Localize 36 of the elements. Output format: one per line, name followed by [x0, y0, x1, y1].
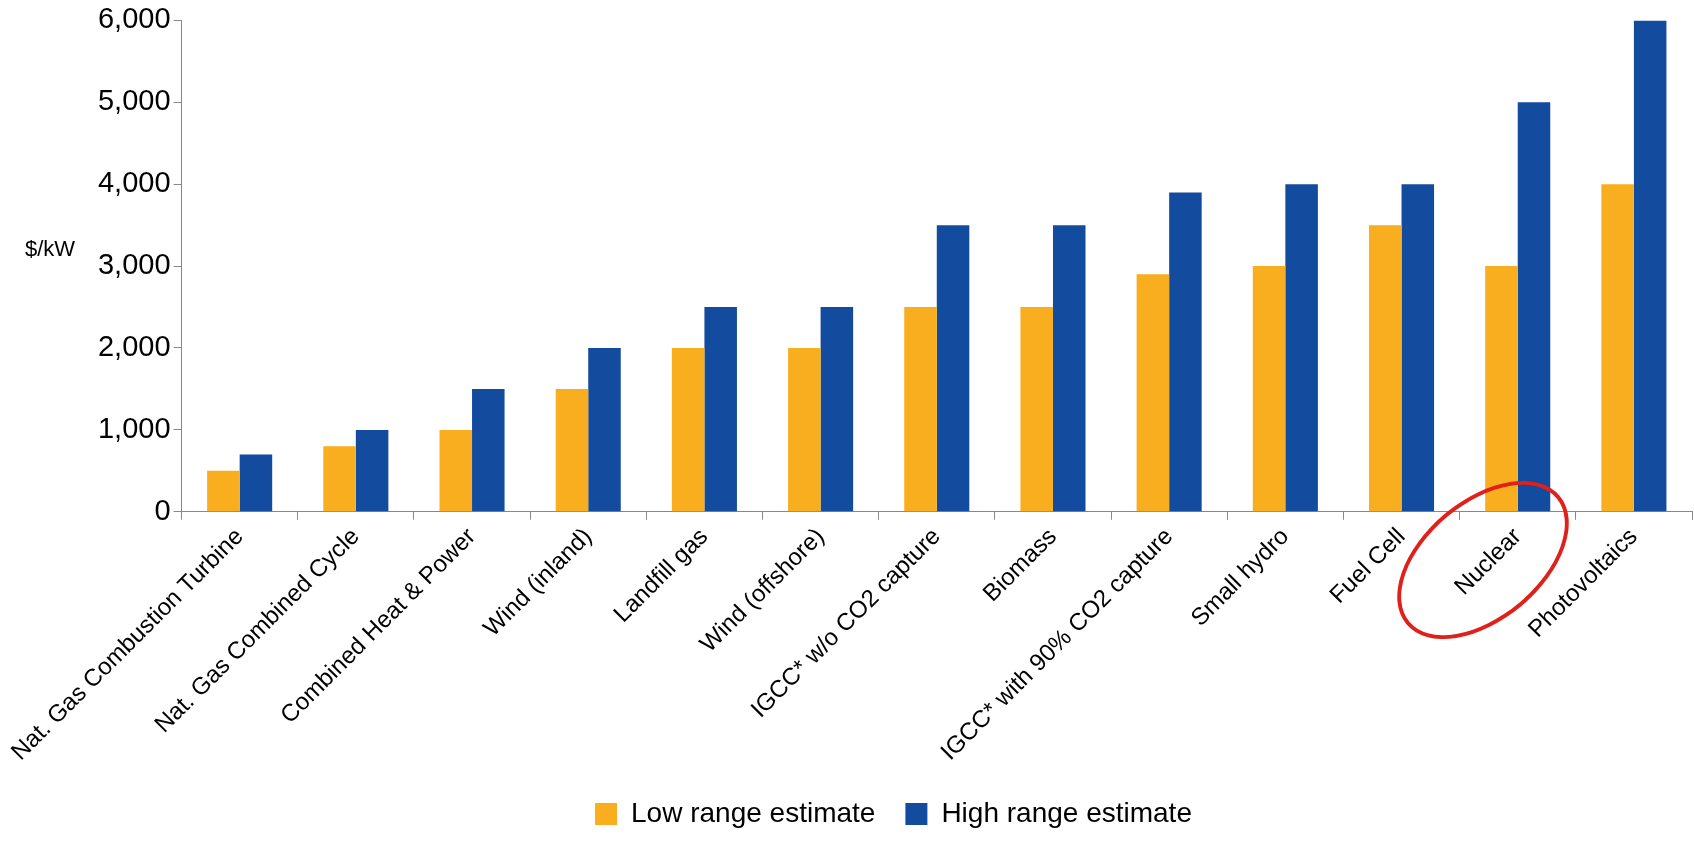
bar: [239, 454, 273, 512]
bar: [207, 470, 240, 512]
bar: [671, 347, 705, 512]
bar: [1252, 266, 1286, 512]
bar: [820, 307, 854, 512]
y-axis-title: $/kW: [25, 236, 76, 262]
y-tick-label: 1,000: [97, 411, 171, 444]
bar: [1601, 184, 1634, 512]
y-tick-label: 5,000: [97, 84, 171, 117]
bar: [1136, 274, 1170, 512]
y-tick-label: 2,000: [97, 329, 171, 362]
bar: [1633, 20, 1667, 512]
bar: [1285, 184, 1318, 512]
bar: [1517, 102, 1551, 512]
y-tick-label: 4,000: [97, 166, 171, 199]
y-tick-label: 6,000: [97, 2, 171, 35]
bar: [355, 429, 389, 512]
bar: [936, 225, 970, 512]
y-tick-label: 3,000: [97, 248, 171, 281]
bar: [1052, 225, 1086, 512]
bar: [788, 347, 821, 512]
bar: [1401, 184, 1435, 512]
bar: [555, 388, 589, 512]
bar: [472, 388, 505, 512]
bar: [1485, 266, 1518, 512]
bar: [588, 347, 621, 512]
bar: [904, 307, 937, 512]
bar: [1169, 192, 1202, 512]
bar: [323, 446, 356, 512]
legend-label: Low range estimate: [631, 796, 876, 828]
legend-label: High range estimate: [941, 796, 1192, 828]
bar: [439, 429, 473, 512]
bar: [704, 307, 737, 512]
bar: [1020, 307, 1053, 512]
bar: [1369, 225, 1402, 512]
y-tick-label: 0: [154, 493, 171, 526]
